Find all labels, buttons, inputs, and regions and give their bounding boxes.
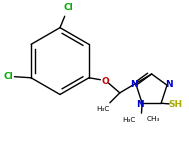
Text: H₃C: H₃C [97,106,110,112]
Text: N: N [137,100,144,109]
Text: Cl: Cl [4,72,13,81]
Text: N: N [165,80,173,89]
Text: O: O [101,77,109,86]
Text: H₃C: H₃C [122,117,136,123]
Text: SH: SH [168,100,182,109]
Text: CH₃: CH₃ [147,116,160,122]
Text: Cl: Cl [64,3,74,12]
Text: N: N [130,80,138,89]
